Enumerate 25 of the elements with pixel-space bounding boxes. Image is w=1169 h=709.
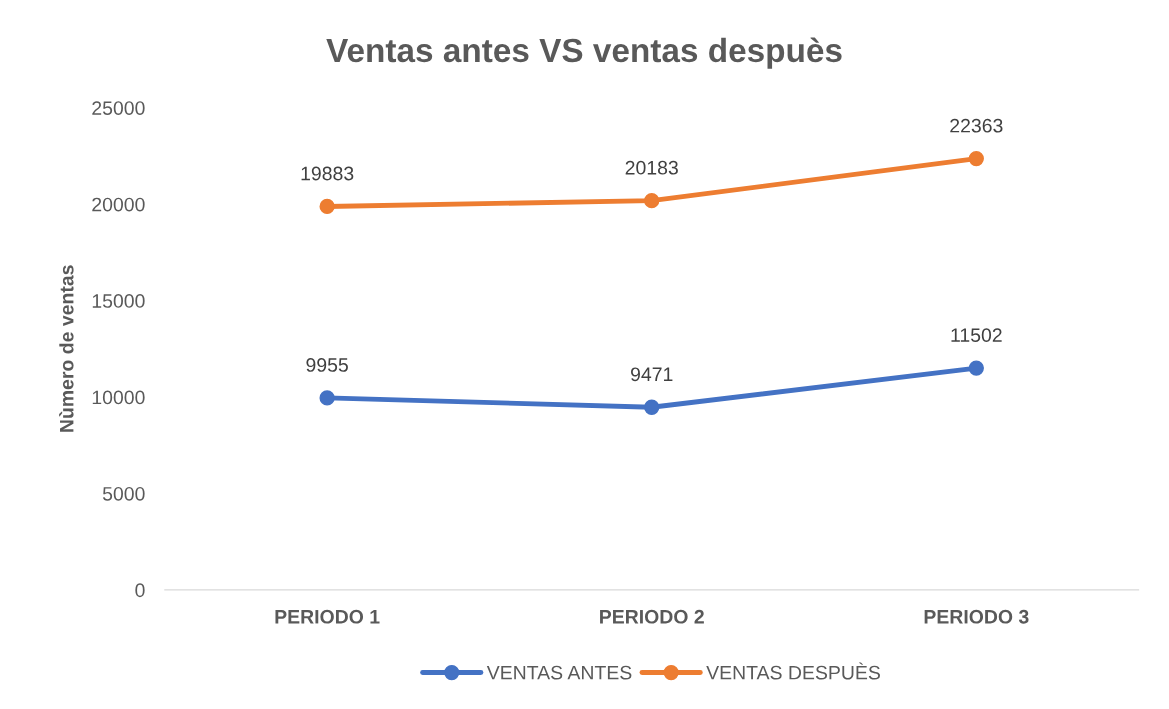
x-tick-label: PERIODO 2 (600, 609, 704, 624)
legend-label: VENTAS ANTES (486, 665, 632, 680)
y-tick-label: 15000 (92, 294, 145, 308)
y-tick-label: 0 (135, 583, 145, 598)
point (968, 150, 984, 167)
data-label: 9471 (631, 367, 673, 382)
y-tick-label: 25000 (92, 101, 145, 115)
data-label: 20183 (625, 160, 678, 175)
y-tick-label: 10000 (92, 390, 145, 405)
y-tick-label: 20000 (92, 197, 145, 212)
data-label: 11502 (951, 328, 1002, 343)
y-axis-title: Nùmero de ventas (59, 265, 74, 432)
point (968, 360, 984, 376)
legend-label: VENTAS DESPUÈS (706, 662, 880, 680)
chart-title: Ventas antes VS ventas despuès (326, 37, 842, 69)
data-label: 19883 (301, 166, 354, 181)
data-label: 9955 (306, 358, 348, 372)
point (319, 198, 335, 215)
point (644, 193, 660, 209)
x-tick-label: PERIODO 1 (275, 609, 380, 624)
point (644, 399, 660, 415)
y-tick-label: 5000 (102, 486, 145, 501)
point (319, 390, 335, 406)
x-tick-label: PERIODO 3 (924, 609, 1029, 624)
data-label: 22363 (950, 118, 1003, 133)
